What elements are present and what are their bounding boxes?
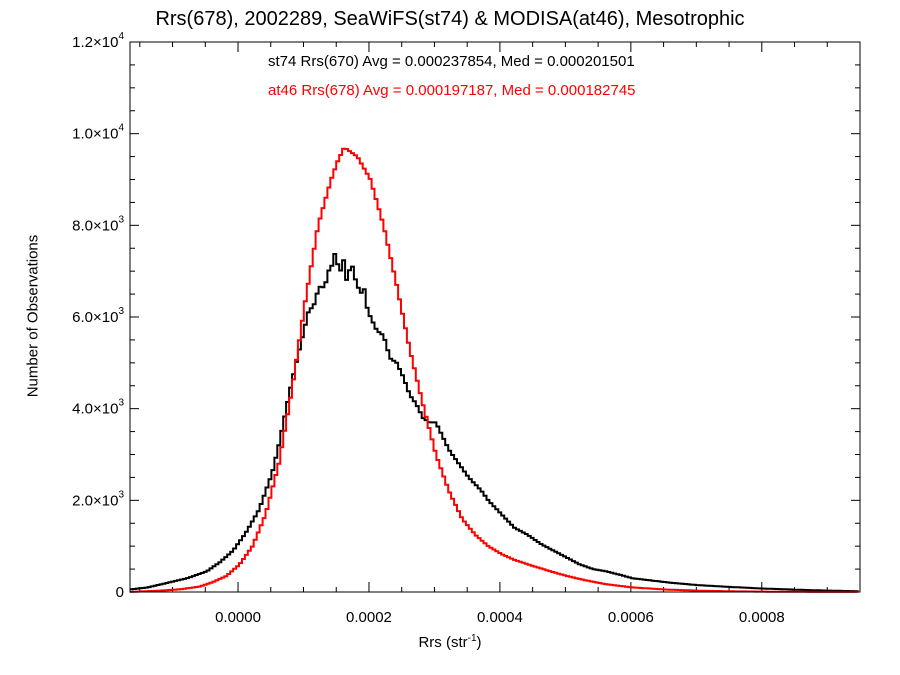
series-at46-histogram	[130, 147, 859, 593]
plot-frame	[129, 41, 861, 593]
y-tick-label-1: 2.0×103	[72, 489, 124, 509]
histogram-series	[130, 147, 859, 593]
x-tick-label-3: 0.0006	[608, 609, 654, 626]
chart-title: Rrs(678), 2002289, SeaWiFS(st74) & MODIS…	[155, 8, 745, 30]
x-axis-label: Rrs (str-1)	[418, 633, 482, 652]
x-tick-label-2: 0.0004	[477, 609, 523, 626]
y-tick-label-6: 1.2×104	[72, 31, 124, 51]
y-tick-label-4: 8.0×103	[72, 214, 124, 234]
series-st74-histogram	[130, 253, 859, 593]
y-tick-label-5: 1.0×104	[72, 123, 124, 143]
annotation-st74: st74 Rrs(670) Avg = 0.000237854, Med = 0…	[268, 53, 635, 70]
y-tick-label-3: 6.0×103	[72, 306, 124, 326]
x-tick-label-4: 0.0008	[739, 609, 785, 626]
y-tick-label-0: 0	[116, 584, 124, 601]
y-tick-label-2: 4.0×103	[72, 398, 124, 418]
axis-tick-labels: 0 2.0×103 4.0×103 6.0×103 8.0×103 1.0×104 1.2×…	[72, 31, 785, 626]
annotation-at46: at46 Rrs(678) Avg = 0.000197187, Med = 0…	[268, 82, 636, 99]
x-tick-label-0: 0.0000	[215, 609, 261, 626]
x-tick-label-1: 0.0002	[346, 609, 392, 626]
